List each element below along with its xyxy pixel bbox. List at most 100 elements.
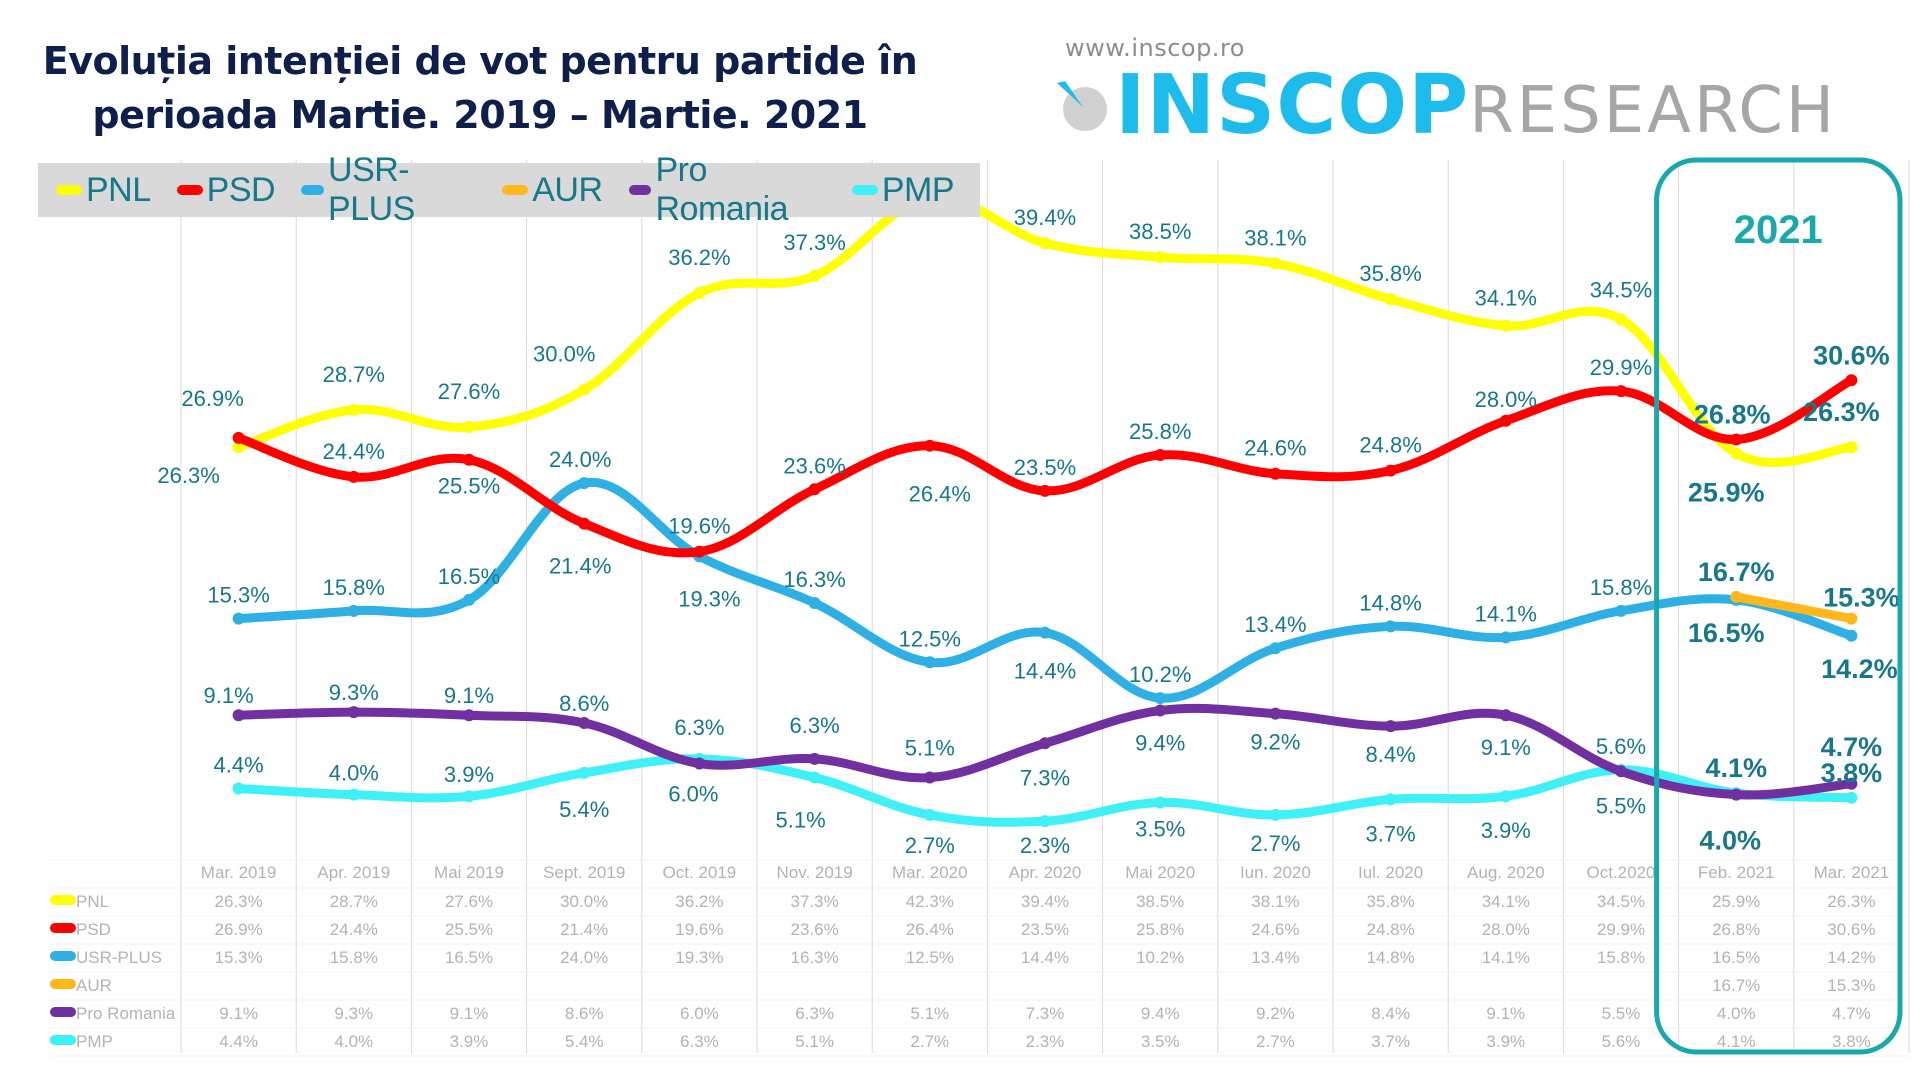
data-label-pmp: 2.3%: [1020, 833, 1070, 858]
data-label-pmp: 4.1%: [1705, 753, 1767, 783]
table-cell: 8.6%: [565, 1004, 604, 1023]
table-cell: 36.2%: [675, 892, 723, 911]
data-point-psd: [1154, 449, 1167, 462]
data-label-usr-plus: 13.4%: [1244, 612, 1306, 637]
data-label-pro-romania: 4.0%: [1699, 826, 1761, 856]
data-point-pmp: [578, 766, 591, 779]
table-row-label: PNL: [76, 892, 109, 911]
table-column-header: Nov. 2019: [776, 863, 852, 882]
data-label-pmp: 2.7%: [905, 833, 955, 858]
data-label-pnl: 26.3%: [1803, 397, 1880, 427]
logo-sub-text: RESEARCH: [1469, 74, 1838, 148]
table-cell: 24.6%: [1251, 920, 1299, 939]
table-cell: 2.7%: [910, 1032, 949, 1051]
data-point-pmp: [463, 790, 475, 803]
data-label-pro-romania: 5.1%: [905, 736, 955, 761]
table-cell: 15.3%: [1827, 976, 1875, 995]
data-point-aur: [1730, 590, 1743, 603]
data-label-aur: 15.3%: [1823, 583, 1900, 613]
table-cell: 14.8%: [1366, 948, 1414, 967]
data-label-pmp: 6.3%: [674, 715, 724, 740]
data-label-pmp: 5.1%: [776, 808, 826, 833]
legend-swatch-icon: [56, 185, 82, 195]
data-label-pnl: 38.1%: [1244, 225, 1306, 250]
table-cell: 9.3%: [334, 1004, 373, 1023]
table-cell: 13.4%: [1251, 948, 1299, 967]
table-cell: 3.9%: [450, 1032, 489, 1051]
data-label-pro-romania: 9.1%: [444, 683, 494, 708]
data-point-psd: [1039, 484, 1051, 497]
data-label-psd: 24.8%: [1359, 433, 1421, 458]
data-point-pnl: [347, 403, 360, 416]
data-point-pmp: [923, 808, 936, 821]
legend: PNL PSD USR-PLUS AUR Pro Romania PMP: [38, 151, 980, 228]
table-cell: 25.5%: [445, 920, 493, 939]
data-point-pnl: [1499, 319, 1512, 332]
data-label-pnl: 30.0%: [533, 342, 595, 367]
table-cell: 16.5%: [445, 948, 493, 967]
table-cell: 25.9%: [1712, 892, 1760, 911]
legend-item-pro-romania: Pro Romania: [628, 151, 826, 229]
table-cell: 24.4%: [330, 920, 378, 939]
table-cell: 30.0%: [560, 892, 608, 911]
highlight-year-label: 2021: [1734, 208, 1823, 252]
table-column-header: Aug. 2020: [1467, 863, 1545, 882]
data-point-pmp: [1269, 808, 1282, 821]
data-label-psd: 24.6%: [1244, 436, 1306, 461]
data-point-pnl: [1154, 251, 1167, 264]
table-legend-swatch: [50, 1007, 76, 1017]
data-label-usr-plus: 15.3%: [207, 583, 269, 608]
legend-label: USR-PLUS: [328, 151, 415, 228]
data-point-pmp: [232, 782, 245, 795]
data-point-usr-plus: [347, 604, 360, 617]
data-label-psd: 26.8%: [1694, 399, 1771, 429]
table-cell: 26.8%: [1712, 920, 1760, 939]
data-point-pro-romania: [1039, 737, 1051, 750]
table-column-header: Mar. 2019: [201, 863, 277, 882]
data-point-usr-plus: [923, 656, 936, 669]
table-column-header: Apr. 2020: [1009, 863, 1082, 882]
logo-dial-icon: [1055, 79, 1109, 133]
data-label-psd: 24.4%: [323, 439, 385, 464]
data-point-pro-romania: [693, 757, 706, 770]
table-cell: 5.1%: [910, 1004, 949, 1023]
data-point-usr-plus: [1039, 626, 1051, 639]
table-cell: 4.4%: [219, 1032, 258, 1051]
table-cell: 10.2%: [1136, 948, 1184, 967]
table-cell: 7.3%: [1026, 1004, 1065, 1023]
table-column-header: Oct.2020: [1587, 863, 1656, 882]
table-cell: 38.5%: [1136, 892, 1184, 911]
data-point-pmp: [808, 771, 821, 784]
table-legend-swatch: [50, 951, 76, 961]
data-point-psd: [347, 470, 360, 483]
data-label-usr-plus: 12.5%: [899, 626, 961, 651]
data-label-aur: 16.7%: [1698, 557, 1775, 587]
data-point-pnl: [808, 269, 821, 282]
data-label-pnl: 28.7%: [323, 362, 385, 387]
table-cell: 34.1%: [1482, 892, 1530, 911]
table-cell: 5.1%: [795, 1032, 834, 1051]
table-column-header: Apr. 2019: [317, 863, 390, 882]
data-label-pro-romania: 4.7%: [1821, 732, 1883, 762]
table-cell: 5.5%: [1602, 1004, 1641, 1023]
data-point-pro-romania: [578, 717, 591, 730]
data-point-usr-plus: [1154, 692, 1167, 705]
data-point-usr-plus: [1615, 604, 1627, 617]
legend-swatch-icon: [628, 185, 652, 195]
table-cell: 26.3%: [1827, 892, 1875, 911]
data-point-pnl: [1730, 447, 1743, 460]
data-label-pmp: 3.8%: [1821, 758, 1883, 788]
table-cell: 26.9%: [214, 920, 262, 939]
data-point-pro-romania: [1615, 765, 1627, 778]
data-label-pro-romania: 6.3%: [790, 713, 840, 738]
data-label-usr-plus: 19.3%: [678, 586, 740, 611]
table-cell: 14.1%: [1482, 948, 1530, 967]
data-point-pro-romania: [808, 752, 821, 765]
table-cell: 42.3%: [906, 892, 954, 911]
table-cell: 21.4%: [560, 920, 608, 939]
data-point-pro-romania: [1499, 709, 1512, 722]
highlight-box: [1654, 157, 1903, 1055]
data-point-usr-plus: [1384, 620, 1397, 633]
data-label-usr-plus: 15.8%: [323, 575, 385, 600]
data-label-usr-plus: 14.2%: [1821, 654, 1898, 684]
